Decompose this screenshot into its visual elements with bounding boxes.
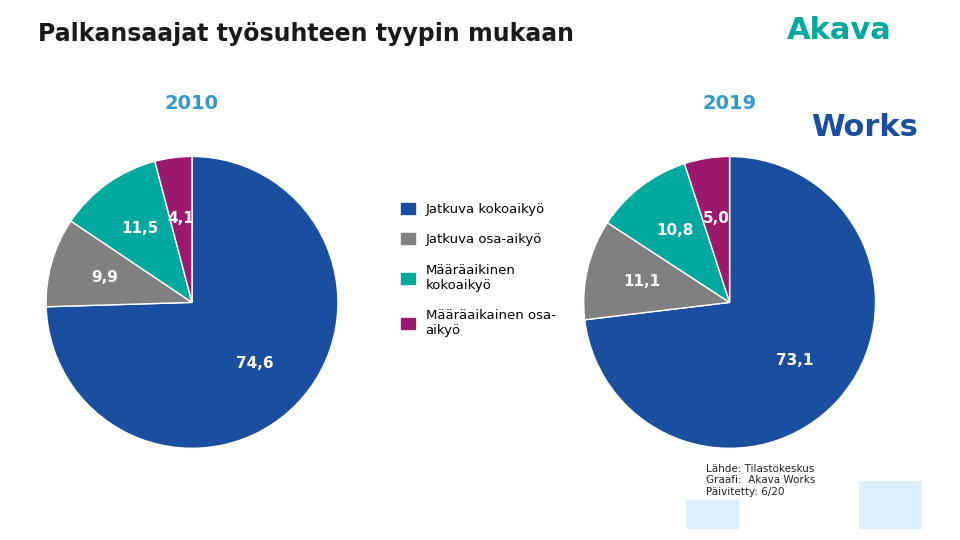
Wedge shape xyxy=(608,164,730,302)
Text: Lähde: Tilastokeskus
Graafi:  Akava Works
Päivitetty: 6/20: Lähde: Tilastokeskus Graafi: Akava Works… xyxy=(706,464,815,497)
Legend: Jatkuva kokoaikyö, Jatkuva osa-aikyö, Määräaikinen
kokoaikyö, Määräaikainen osa-: Jatkuva kokoaikyö, Jatkuva osa-aikyö, Mä… xyxy=(400,203,556,337)
Text: 9,9: 9,9 xyxy=(91,270,118,285)
Wedge shape xyxy=(585,157,876,448)
Wedge shape xyxy=(584,222,730,320)
Text: Works: Works xyxy=(811,113,918,143)
Text: 11,1: 11,1 xyxy=(623,274,660,289)
Wedge shape xyxy=(46,221,192,307)
Text: 4,1: 4,1 xyxy=(168,211,195,226)
Text: Palkansaajat työsuhteen tyypin mukaan: Palkansaajat työsuhteen tyypin mukaan xyxy=(38,22,574,45)
Title: 2010: 2010 xyxy=(165,94,219,113)
Text: 10,8: 10,8 xyxy=(656,223,693,238)
Text: 74,6: 74,6 xyxy=(236,356,274,371)
Wedge shape xyxy=(46,157,338,448)
Wedge shape xyxy=(71,161,192,302)
Text: 11,5: 11,5 xyxy=(121,221,158,236)
Title: 2019: 2019 xyxy=(703,94,756,113)
Wedge shape xyxy=(684,157,730,302)
Text: 73,1: 73,1 xyxy=(777,353,814,368)
Text: 5,0: 5,0 xyxy=(703,211,730,226)
Wedge shape xyxy=(155,157,192,302)
Text: Akava: Akava xyxy=(787,16,892,45)
